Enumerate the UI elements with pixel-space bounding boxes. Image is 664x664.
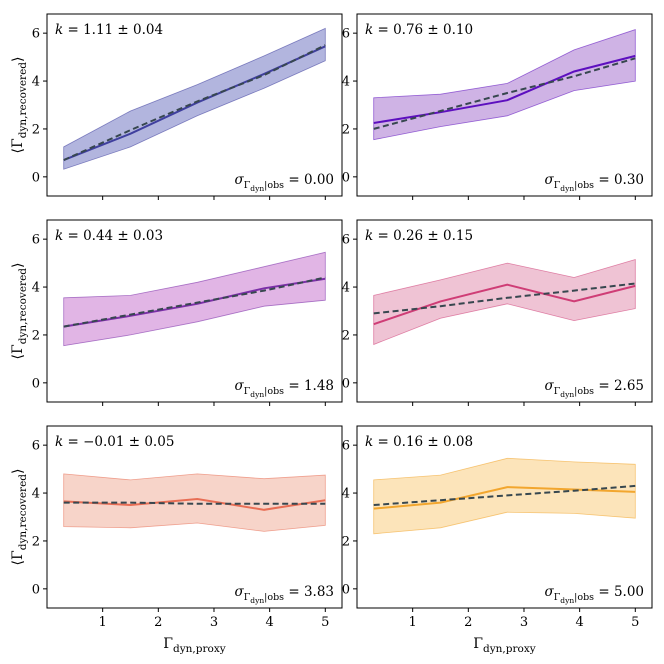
y-tick-label: 6 — [32, 439, 40, 454]
fit-line — [63, 276, 326, 328]
y-tick-label: 4 — [32, 487, 40, 502]
axes-frame — [46, 425, 343, 609]
y-axis-label: ⟨Γdyn,recovered⟩ — [10, 469, 29, 566]
y-tick-label: 0 — [342, 582, 350, 597]
k-annotation: k = 0.26 ± 0.15 — [365, 228, 473, 244]
y-tick-label: 2 — [32, 122, 40, 137]
x-tick-label: 5 — [631, 615, 639, 630]
panel-3: 0 2 4 6 k = 0.44 ± 0.03 σΓdyn|obs = 1.48 ⟨Γdyn… — [10, 219, 343, 406]
y-tick-label: 2 — [342, 328, 350, 343]
panel-1: 0 2 4 6 k = 1.11 ± 0.04 σΓdyn|obs = 0.00 ⟨Γdyn… — [10, 13, 343, 200]
mean-line — [63, 277, 326, 328]
y-tick-label: 6 — [342, 233, 350, 248]
panel-6: 0 2 4 6 1 2 3 4 5 k = 0.16 ± 0.08 σΓdyn|obs = 5.00… — [342, 425, 653, 655]
x-tick-label: 4 — [266, 615, 274, 630]
x-tick-label: 3 — [520, 615, 528, 630]
mean-line — [373, 54, 636, 124]
y-tick-label: 6 — [342, 439, 350, 454]
y-tick-label: 2 — [32, 328, 40, 343]
uncertainty-band — [63, 251, 326, 347]
k-annotation: k = 1.11 ± 0.04 — [55, 22, 163, 38]
x-axis-label: Γdyn,proxy — [473, 636, 535, 655]
k-annotation: k = 0.44 ± 0.03 — [55, 228, 163, 244]
sigma-annotation: σΓdyn|obs = 1.48 — [234, 378, 334, 399]
x-tick-label: 1 — [99, 615, 107, 630]
y-axis-label: ⟨Γdyn,recovered⟩ — [10, 263, 29, 360]
fit-line — [373, 484, 636, 506]
fit-line — [63, 44, 326, 162]
x-tick-label: 2 — [464, 615, 472, 630]
uncertainty-band — [63, 27, 326, 170]
sigma-annotation: σΓdyn|obs = 5.00 — [544, 584, 644, 605]
x-tick-label: 2 — [154, 615, 162, 630]
y-tick-label: 2 — [342, 534, 350, 549]
fit-line — [373, 57, 636, 130]
mean-line — [373, 283, 636, 326]
y-tick-label: 2 — [342, 122, 350, 137]
k-annotation: k = 0.76 ± 0.10 — [365, 22, 473, 38]
x-tick-label: 4 — [576, 615, 584, 630]
mean-line — [373, 486, 636, 510]
k-annotation: k = −0.01 ± 0.05 — [55, 434, 174, 450]
fit-line — [373, 282, 636, 315]
y-tick-label: 0 — [32, 170, 40, 185]
mean-line — [63, 497, 326, 511]
axes-frame — [356, 219, 653, 403]
sigma-annotation: σΓdyn|obs = 0.30 — [544, 172, 644, 193]
y-tick-label: 4 — [342, 487, 350, 502]
y-tick-label: 6 — [32, 27, 40, 42]
sigma-annotation: σΓdyn|obs = 2.65 — [544, 378, 644, 399]
y-tick-label: 4 — [32, 75, 40, 90]
y-tick-label: 0 — [32, 582, 40, 597]
uncertainty-band — [373, 29, 636, 141]
fit-line — [63, 501, 326, 505]
k-annotation: k = 0.16 ± 0.08 — [365, 434, 473, 450]
y-tick-label: 4 — [32, 281, 40, 296]
axes-frame — [356, 425, 653, 609]
panel-5: 0 2 4 6 1 2 3 4 5 k = −0.01 ± 0.05 σΓdyn|obs = 3.8… — [10, 425, 343, 655]
axes-frame — [46, 13, 343, 197]
x-tick-label: 5 — [321, 615, 329, 630]
x-axis-label: Γdyn,proxy — [163, 636, 225, 655]
uncertainty-band — [63, 473, 326, 532]
y-tick-label: 6 — [342, 27, 350, 42]
y-tick-label: 0 — [32, 376, 40, 391]
x-tick-label: 3 — [210, 615, 218, 630]
axes-frame — [46, 219, 343, 403]
panel-2: 0 2 4 6 k = 0.76 ± 0.10 σΓdyn|obs = 0.30 — [342, 13, 653, 200]
y-tick-label: 4 — [342, 281, 350, 296]
x-tick-label: 1 — [409, 615, 417, 630]
y-tick-label: 2 — [32, 534, 40, 549]
y-axis-label: ⟨Γdyn,recovered⟩ — [10, 57, 29, 154]
y-tick-label: 0 — [342, 376, 350, 391]
uncertainty-band — [373, 457, 636, 535]
y-tick-label: 6 — [32, 233, 40, 248]
y-tick-label: 0 — [342, 170, 350, 185]
sigma-annotation: σΓdyn|obs = 3.83 — [234, 584, 334, 605]
axes-frame — [356, 13, 653, 197]
sigma-annotation: σΓdyn|obs = 0.00 — [234, 172, 334, 193]
y-tick-label: 4 — [342, 75, 350, 90]
uncertainty-band — [373, 258, 636, 346]
panel-4: 0 2 4 6 k = 0.26 ± 0.15 σΓdyn|obs = 2.65 — [342, 219, 653, 406]
